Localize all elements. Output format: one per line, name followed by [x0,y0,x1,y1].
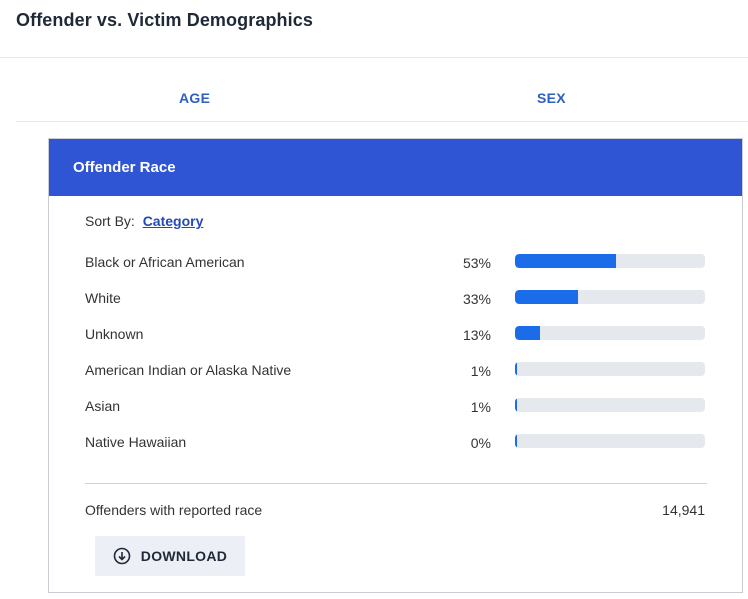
race-label: American Indian or Alaska Native [85,362,292,378]
download-button[interactable]: DOWNLOAD [95,536,245,576]
progress-bar-fill [515,362,517,376]
tab-sex[interactable]: SEX [537,90,566,106]
sort-control: Sort By: Category [85,213,203,229]
progress-bar-fill [515,326,540,340]
header-divider [0,57,748,58]
progress-bar-track [515,434,705,448]
progress-bar-fill [515,290,578,304]
race-percent: 13% [462,327,491,343]
race-percent: 53% [462,255,491,271]
progress-bar-track [515,290,705,304]
race-label: Asian [85,398,121,414]
sort-category-link[interactable]: Category [142,213,204,229]
progress-bar-track [515,326,705,340]
progress-bar-track [515,362,705,376]
race-percent: 33% [462,291,491,307]
race-rows: Black or African American 53% White 33% … [85,252,707,468]
race-label: Native Hawaiian [85,434,187,450]
race-row: White 33% [85,288,707,324]
race-row: American Indian or Alaska Native 1% [85,360,707,396]
progress-bar-track [515,254,705,268]
progress-bar-fill [515,434,517,448]
tab-age[interactable]: AGE [179,90,211,106]
progress-bar-fill [515,254,616,268]
demographics-tabs: AGE SEX [16,58,748,122]
race-row: Unknown 13% [85,324,707,360]
progress-bar-track [515,398,705,412]
summary-divider [85,483,707,484]
download-icon [113,547,131,565]
race-percent: 0% [470,435,491,451]
race-row: Native Hawaiian 0% [85,432,707,468]
race-label: Black or African American [85,254,245,270]
race-percent: 1% [470,363,491,379]
download-label: DOWNLOAD [140,548,228,564]
sort-label: Sort By: [85,213,135,229]
race-row: Asian 1% [85,396,707,432]
race-row: Black or African American 53% [85,252,707,288]
summary-count: 14,941 [662,502,705,518]
progress-bar-fill [515,398,517,412]
card-title: Offender Race [49,139,742,196]
race-label: Unknown [85,326,144,342]
offender-race-card: Offender Race Sort By: Category Black or… [48,138,743,593]
summary-label: Offenders with reported race [85,502,263,518]
race-label: White [85,290,121,306]
page-title: Offender vs. Victim Demographics [16,10,313,30]
race-percent: 1% [470,399,491,415]
